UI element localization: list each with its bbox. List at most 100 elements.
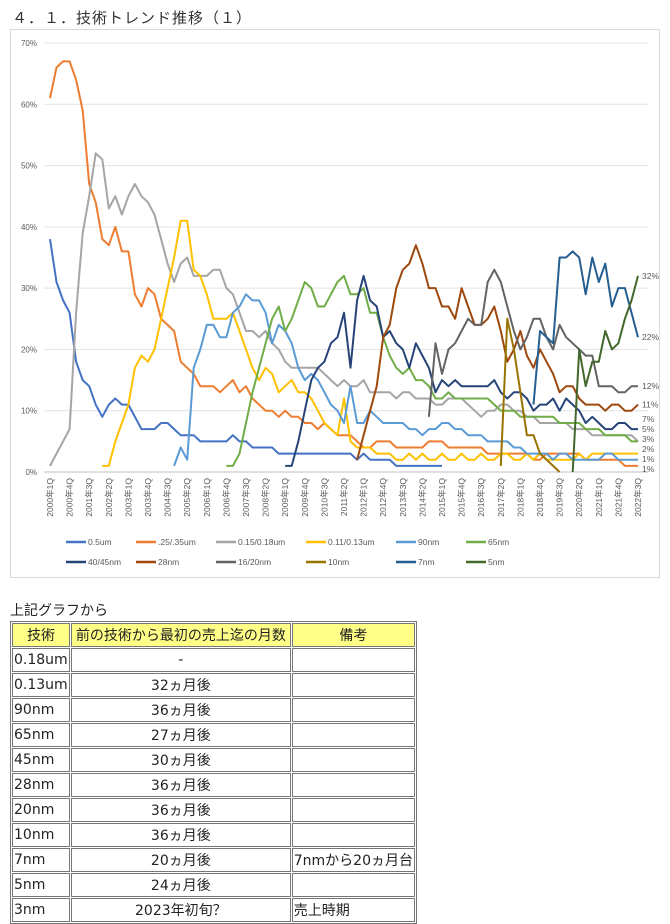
tech-interval-table: 技術 前の技術から最初の売上迄の月数 備考 0.18um -0.13um 32ヵ月後… (10, 621, 417, 924)
cell-months: - (70, 648, 291, 672)
x-tick-label: 2005年2Q (182, 478, 192, 517)
x-tick-label: 2003年4Q (143, 478, 153, 517)
y-tick-label: 50% (21, 162, 37, 171)
cell-remarks (291, 823, 415, 847)
data-label: 12% (642, 381, 659, 391)
x-tick-label: 2018年4Q (535, 478, 545, 517)
series-line-90nm (173, 293, 638, 467)
series-line-7nm (532, 250, 639, 405)
cell-tech: 90nm (12, 698, 70, 722)
legend-label: 16/20nm (238, 557, 271, 567)
cell-tech: 28nm (12, 773, 70, 797)
cell-months: 20ヵ月後 (70, 848, 291, 872)
series-line-0-15-0-18um (49, 152, 639, 467)
series-line-28nm (356, 244, 639, 460)
cell-tech: 7nm (12, 848, 70, 872)
series-line-0-5um (49, 238, 442, 467)
legend-label: 10nm (328, 557, 349, 567)
x-tick-label: 2015年1Q (437, 478, 447, 517)
header-months: 前の技術から最初の売上迄の月数 (70, 623, 291, 647)
x-tick-label: 2016年3Q (476, 478, 486, 517)
x-tick-label: 2006年1Q (202, 478, 212, 517)
x-tick-label: 2009年4Q (300, 478, 310, 517)
cell-remarks (291, 873, 415, 897)
y-tick-label: 30% (21, 284, 37, 293)
cell-tech: 10nm (12, 823, 70, 847)
cell-remarks (291, 648, 415, 672)
data-label: 3% (642, 434, 655, 444)
x-tick-label: 2014年2Q (417, 478, 427, 517)
y-tick-label: 20% (21, 345, 37, 354)
cell-months: 30ヵ月後 (70, 748, 291, 772)
legend-label: 40/45nm (88, 557, 121, 567)
cell-months: 24ヵ月後 (70, 873, 291, 897)
cell-remarks (291, 673, 415, 697)
y-tick-label: 10% (21, 407, 37, 416)
x-tick-label: 2006年4Q (221, 478, 231, 517)
series-line-5nm (571, 275, 639, 473)
x-tick-label: 2012年1Q (359, 478, 369, 517)
cell-months: 36ヵ月後 (70, 823, 291, 847)
x-tick-label: 2000年4Q (65, 478, 75, 517)
cell-tech: 0.13um (12, 673, 70, 697)
table-header-row: 技術 前の技術から最初の売上迄の月数 備考 (12, 623, 415, 647)
x-tick-label: 2022年3Q (633, 478, 643, 517)
x-tick-label: 2018年1Q (515, 478, 525, 517)
data-label: 7% (642, 414, 655, 424)
legend-label: 90nm (418, 537, 439, 547)
cell-tech: 65nm (12, 723, 70, 747)
x-tick-label: 2012年4Q (378, 478, 388, 517)
cell-months: 2023年初旬？ (70, 898, 291, 922)
x-tick-label: 2020年2Q (574, 478, 584, 517)
cell-remarks (291, 723, 415, 747)
table-caption: 上記グラフから (10, 603, 108, 619)
x-tick-label: 2002年2Q (104, 478, 114, 517)
table-row: 7nm 20ヵ月後 7nmから20ヵ月台 (12, 848, 415, 872)
legend-label: 0.5um (88, 537, 112, 547)
legend-label: 5nm (488, 557, 505, 567)
series-line-16-20nm (427, 268, 638, 417)
data-label: 5% (642, 424, 655, 434)
series-line-10nm (499, 317, 561, 473)
x-tick-label: 2010年3Q (319, 478, 329, 517)
y-tick-label: 70% (21, 39, 37, 48)
header-remarks: 備考 (291, 623, 415, 647)
cell-months: 36ヵ月後 (70, 773, 291, 797)
x-tick-label: 2000年1Q (45, 478, 55, 517)
cell-remarks: 売上時期 (291, 898, 415, 922)
x-tick-label: 2013年3Q (398, 478, 408, 517)
cell-remarks: 7nmから20ヵ月台 (291, 848, 415, 872)
header-tech: 技術 (12, 623, 70, 647)
legend-label: 0.11/0.13um (328, 537, 375, 547)
cell-tech: 20nm (12, 798, 70, 822)
cell-months: 27ヵ月後 (70, 723, 291, 747)
y-tick-label: 0% (25, 468, 37, 477)
data-label: 2% (642, 444, 655, 454)
table-row: 10nm 36ヵ月後 (12, 823, 415, 847)
data-label: 1% (642, 454, 655, 464)
cell-remarks (291, 748, 415, 772)
x-tick-label: 2017年2Q (496, 478, 506, 517)
x-tick-label: 2004年3Q (163, 478, 173, 517)
legend-label: 7nm (418, 557, 435, 567)
legend-label: .25/.35um (158, 537, 196, 547)
series-line--25-35um (49, 60, 638, 467)
x-tick-label: 2003年1Q (123, 478, 133, 517)
table-row: 65nm 27ヵ月後 (12, 723, 415, 747)
cell-months: 36ヵ月後 (70, 698, 291, 722)
y-tick-label: 60% (21, 100, 37, 109)
cell-tech: 0.18um (12, 648, 70, 672)
chart-container: 0% 10% 20% 30% 40% 50% 60% 70% 2000年1Q 2000年4Q 200… (10, 29, 660, 578)
cell-months: 32ヵ月後 (70, 673, 291, 697)
table-row: 45nm 30ヵ月後 (12, 748, 415, 772)
x-tick-label: 2015年4Q (457, 478, 467, 517)
cell-tech: 3nm (12, 898, 70, 922)
x-tick-label: 2008年2Q (261, 478, 271, 517)
series-line-0-11-0-13um (102, 219, 638, 467)
y-tick-label: 40% (21, 223, 37, 232)
legend-label: 65nm (488, 537, 509, 547)
cell-months: 36ヵ月後 (70, 798, 291, 822)
page-title: ４．１．技術トレンド推移（１） (12, 9, 253, 27)
legend-label: 28nm (158, 557, 179, 567)
cell-tech: 45nm (12, 748, 70, 772)
